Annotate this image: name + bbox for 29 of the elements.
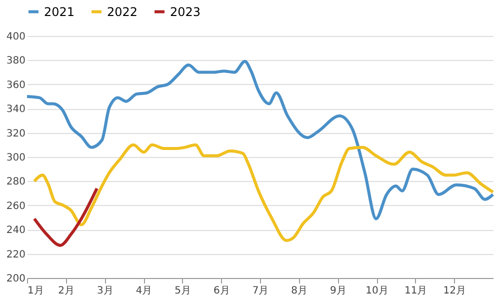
y-tick-label: 280 [6,176,26,188]
line-series [26,60,494,220]
legend-label: 2021 [44,4,75,19]
legend-label: 2023 [170,4,201,19]
x-tick-label: 1月 [28,286,44,296]
x-tick-label: 7月 [252,286,269,296]
y-tick-label: 360 [6,80,26,91]
y-tick-label: 200 [6,274,26,284]
legend-label: 2022 [107,4,138,19]
x-tick-label: 2月 [58,286,75,296]
y-tick-label: 380 [6,56,26,67]
y-tick-label: 240 [6,225,26,236]
y-tick-label: 300 [6,152,26,164]
y-tick-label: 340 [6,104,26,116]
x-tick-label: 5月 [174,286,192,296]
x-tick-label: 11月 [404,286,428,296]
y-tick-label: 320 [6,128,26,140]
x-tick-label: 8月 [291,286,308,296]
x-tick-label: 12月 [443,286,466,296]
x-tick-label: 3月 [96,286,114,296]
line-series [32,186,98,247]
x-tick-label: 6月 [213,286,230,296]
x-tick-label: 4月 [136,286,152,296]
y-tick-label: 400 [6,32,26,42]
line-series [32,143,494,242]
y-tick-label: 260 [6,200,26,212]
x-tick-label: 10月 [366,286,388,296]
y-tick-label: 220 [6,249,26,260]
x-tick-label: 9月 [330,286,346,296]
